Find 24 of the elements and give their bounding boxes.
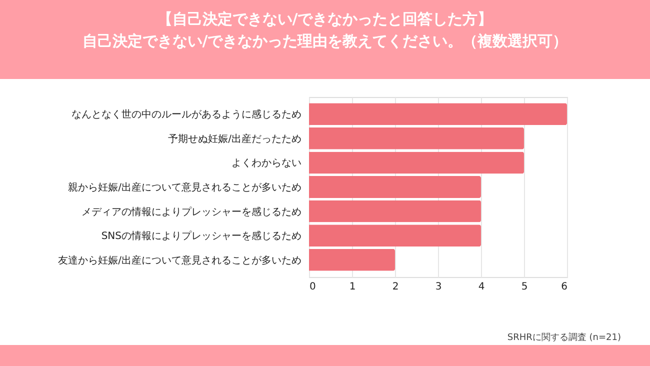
x-tick-label: 5	[521, 282, 528, 292]
y-tick-label: よくわからない	[232, 158, 302, 170]
y-tick-label: 親から妊娠/出産について意見されることが多いため	[68, 182, 302, 194]
y-tick-label: なんとなく世の中のルールがあるように感じるため	[72, 108, 302, 121]
text: 自己決定できない/できなかった理由を教えてください。（複数選択可）	[82, 32, 568, 50]
x-tick-label: 1	[349, 282, 356, 292]
bar	[309, 152, 524, 174]
bar	[309, 176, 481, 198]
text: SRHRに関する調査 (n=21)	[507, 332, 621, 343]
bar	[309, 224, 481, 247]
x-tick-label: 6	[561, 282, 568, 292]
text: 【自己決定できない/できなかったと回答した方】	[157, 10, 493, 28]
bar	[309, 103, 567, 126]
x-tick-label: 4	[478, 282, 485, 292]
x-tick-label: 3	[435, 282, 442, 292]
bar	[309, 248, 395, 271]
bar	[309, 127, 524, 150]
x-tick-label: 2	[392, 282, 399, 292]
x-tick-label: 0	[310, 282, 316, 292]
y-tick-label: SNSの情報によりプレッシャーを感じるため	[101, 230, 302, 242]
bar	[309, 200, 481, 222]
y-tick-label: メディアの情報によりプレッシャーを感じるため	[82, 206, 302, 218]
y-tick-label: 予期せぬ妊娠/出産だったため	[168, 132, 302, 145]
y-tick-label: 友達から妊娠/出産について意見されることが多いため	[58, 254, 302, 266]
